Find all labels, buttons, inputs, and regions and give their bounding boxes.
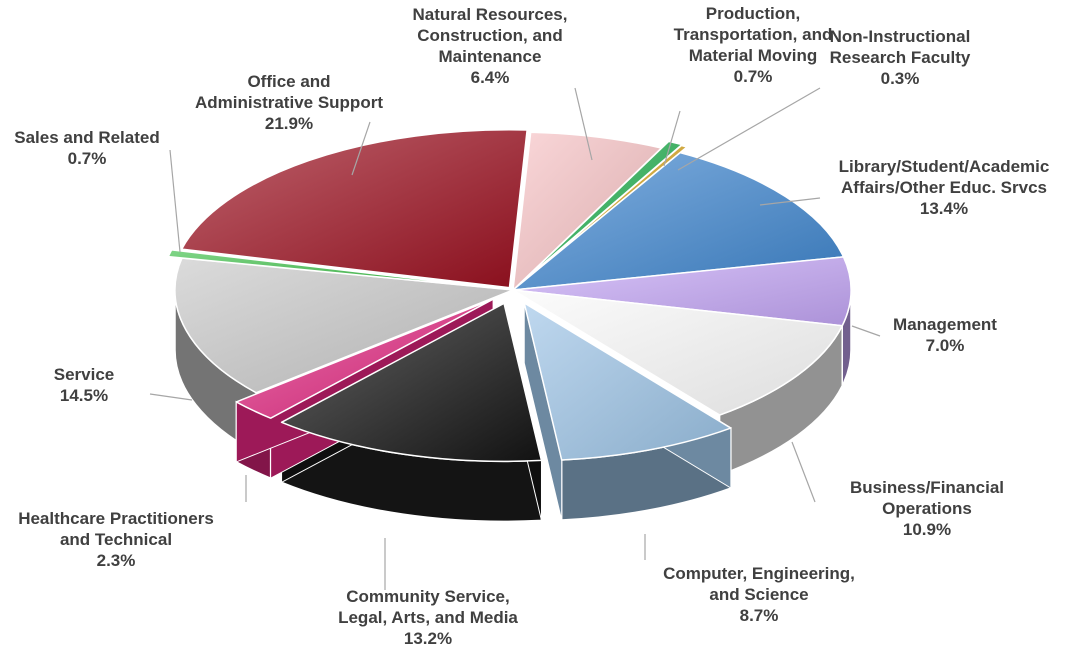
data-label-category: Library/Student/Academic <box>839 157 1050 176</box>
data-label-5: Business/Financial Operations 10.9% <box>850 478 1004 539</box>
data-label-category: Affairs/Other Educ. Srvcs <box>841 178 1047 197</box>
leader-line-0 <box>574 87 593 161</box>
data-label-value: 0.7% <box>68 149 107 168</box>
leader-line-5 <box>791 441 816 503</box>
data-label-2: Non-Instructional Research Faculty 0.3% <box>830 27 971 88</box>
leader-line-4 <box>851 325 881 337</box>
slice-8[interactable] <box>235 298 494 419</box>
leader-line-1 <box>663 110 681 167</box>
data-label-0: Natural Resources, Construction, and Maint… <box>413 5 568 87</box>
data-label-category: Sales and Related <box>14 128 160 147</box>
data-label-category: Natural Resources, <box>413 5 568 24</box>
data-label-category: Transportation, and <box>674 25 833 44</box>
data-label-value: 2.3% <box>97 551 136 570</box>
data-label-value: 14.5% <box>60 386 108 405</box>
data-label-11: Office and Administrative Support 21.9% <box>195 72 383 133</box>
slice-9[interactable] <box>174 257 514 394</box>
data-label-value: 7.0% <box>926 336 965 355</box>
data-label-category: and Technical <box>60 530 172 549</box>
data-label-category: Service <box>54 365 115 384</box>
data-label-value: 0.3% <box>881 69 920 88</box>
data-label-category: Business/Financial <box>850 478 1004 497</box>
leader-lines <box>149 87 881 590</box>
data-label-category: Healthcare Practitioners <box>18 509 214 528</box>
leader-line-9 <box>149 393 193 401</box>
leader-line-10 <box>169 149 181 253</box>
data-label-category: Operations <box>882 499 972 518</box>
leader-line-11 <box>351 121 371 176</box>
slice-0[interactable] <box>512 131 663 291</box>
slice-3[interactable] <box>512 151 845 291</box>
data-label-4: Management 7.0% <box>893 315 997 355</box>
data-label-category: Computer, Engineering, <box>663 564 855 583</box>
data-label-category: Non-Instructional <box>830 27 971 46</box>
leader-line-3 <box>759 197 821 206</box>
data-label-value: 13.2% <box>404 629 452 648</box>
slices-layer <box>167 128 852 523</box>
data-label-category: Administrative Support <box>195 93 383 112</box>
data-label-category: Production, <box>706 4 800 23</box>
data-label-value: 10.9% <box>903 520 951 539</box>
data-label-category: Legal, Arts, and Media <box>338 608 518 627</box>
data-label-7: Community Service, Legal, Arts, and Media… <box>338 587 518 648</box>
data-label-value: 6.4% <box>471 68 510 87</box>
data-label-category: Material Moving <box>689 46 817 65</box>
slice-11[interactable] <box>180 128 528 289</box>
slice-7[interactable] <box>280 302 543 463</box>
data-label-6: Computer, Engineering, and Science 8.7% <box>663 564 855 625</box>
data-label-category: Office and <box>247 72 330 91</box>
data-label-9: Service 14.5% <box>54 365 115 405</box>
data-label-value: 8.7% <box>740 606 779 625</box>
data-label-category: Community Service, <box>346 587 509 606</box>
data-labels: Natural Resources, Construction, and Maint… <box>14 4 1049 648</box>
data-label-value: 0.7% <box>734 67 773 86</box>
data-label-value: 21.9% <box>265 114 313 133</box>
data-label-3: Library/Student/Academic Affairs/Other Ed… <box>839 157 1050 218</box>
data-label-category: Construction, and <box>417 26 562 45</box>
data-label-10: Sales and Related 0.7% <box>14 128 160 168</box>
data-label-value: 13.4% <box>920 199 968 218</box>
data-label-8: Healthcare Practitioners and Technical 2.3… <box>18 509 214 570</box>
data-label-category: and Science <box>709 585 808 604</box>
data-label-category: Maintenance <box>439 47 542 66</box>
data-label-category: Management <box>893 315 997 334</box>
slice-6[interactable] <box>523 302 732 461</box>
slice-4[interactable] <box>512 256 852 327</box>
leader-line-2 <box>677 87 821 171</box>
data-label-1: Production, Transportation, and Material M… <box>674 4 833 86</box>
slice-1[interactable] <box>519 140 683 285</box>
slice-10[interactable] <box>167 249 501 290</box>
slice-5[interactable] <box>512 289 843 416</box>
data-label-category: Research Faculty <box>830 48 971 67</box>
